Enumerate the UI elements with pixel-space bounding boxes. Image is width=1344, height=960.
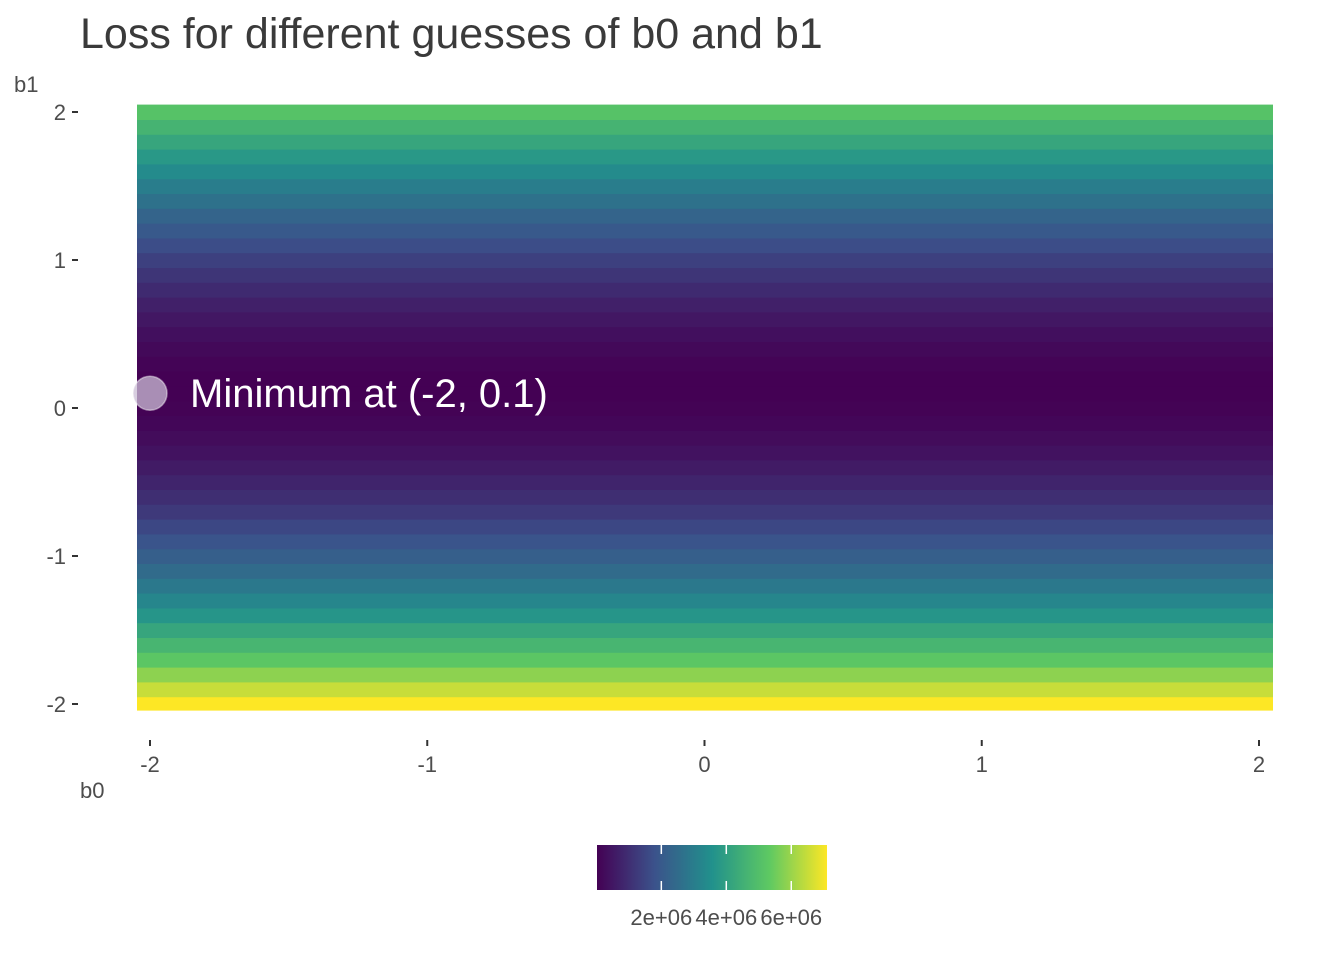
chart-title: Loss for different guesses of b0 and b1 [80, 10, 823, 58]
color-legend: 2e+06 4e+06 6e+06 [597, 845, 827, 930]
x-tick-label: 0 [698, 752, 710, 777]
heatmap-tile [137, 489, 1273, 505]
y-tick-label: -2 [46, 692, 66, 717]
heatmap-tile [137, 267, 1273, 283]
y-tick-label: 0 [54, 396, 66, 421]
heatmap-tile [137, 119, 1273, 135]
heatmap-tile [137, 134, 1273, 150]
x-axis-title: b0 [80, 778, 104, 803]
x-tick-label: -2 [140, 752, 160, 777]
heatmap-tile [137, 163, 1273, 180]
heatmap-tile [137, 237, 1273, 254]
heatmap-tile [137, 607, 1273, 624]
heatmap-tile [137, 563, 1273, 579]
minimum-annotation: Minimum at (-2, 0.1) [190, 372, 548, 416]
heatmap-tile [137, 533, 1273, 550]
heatmap-tile [137, 178, 1273, 194]
heatmap-tile [137, 193, 1273, 209]
legend-label: 6e+06 [760, 905, 822, 930]
y-tick-label: 2 [54, 100, 66, 125]
heatmap-tile [137, 385, 1273, 402]
heatmap-tile [137, 504, 1273, 520]
heatmap-tile [137, 223, 1273, 239]
heatmap-tile [137, 578, 1273, 594]
x-tick-label: 2 [1253, 752, 1265, 777]
heatmap-tile [137, 252, 1273, 268]
heatmap-tile [137, 622, 1273, 638]
heatmap-tile [137, 208, 1273, 224]
heatmap-tile [137, 149, 1273, 165]
heatmap-tile [137, 400, 1273, 416]
y-tick-label: -1 [46, 544, 66, 569]
heatmap-tiles [137, 104, 1273, 711]
heatmap-tile [137, 474, 1273, 490]
heatmap-tile [137, 311, 1273, 328]
heatmap-tile [137, 519, 1273, 535]
heatmap-tile [137, 341, 1273, 357]
heatmap-tile [137, 430, 1273, 446]
heatmap-tile [137, 667, 1273, 683]
heatmap-tile [137, 297, 1273, 313]
heatmap-tile [137, 593, 1273, 609]
heatmap-tile [137, 548, 1273, 564]
heatmap-tile [137, 445, 1273, 461]
heatmap-tile [137, 652, 1273, 668]
minimum-marker: Minimum at (-2, 0.1) [132, 372, 548, 416]
heatmap-tile [137, 696, 1273, 711]
x-tick-label: 1 [976, 752, 988, 777]
x-axis: b0 -2 -1 0 1 2 [80, 740, 1265, 803]
heatmap-tile [137, 459, 1273, 476]
heatmap-tile [137, 637, 1273, 653]
legend-label: 4e+06 [695, 905, 757, 930]
y-axis-title: b1 [14, 72, 38, 97]
y-tick-label: 1 [54, 248, 66, 273]
legend-colorbar [597, 845, 827, 890]
heatmap-tile [137, 371, 1273, 387]
heatmap-tile [137, 104, 1273, 120]
heatmap-tile [137, 282, 1273, 298]
heatmap-tile [137, 326, 1273, 342]
heatmap-tile [137, 415, 1273, 431]
legend-label: 2e+06 [630, 905, 692, 930]
y-axis: b1 -2 -1 0 1 2 [14, 72, 78, 717]
x-tick-label: -1 [417, 752, 437, 777]
heatmap-tile [137, 356, 1273, 372]
minimum-point [132, 375, 168, 411]
heatmap-tile [137, 681, 1273, 698]
